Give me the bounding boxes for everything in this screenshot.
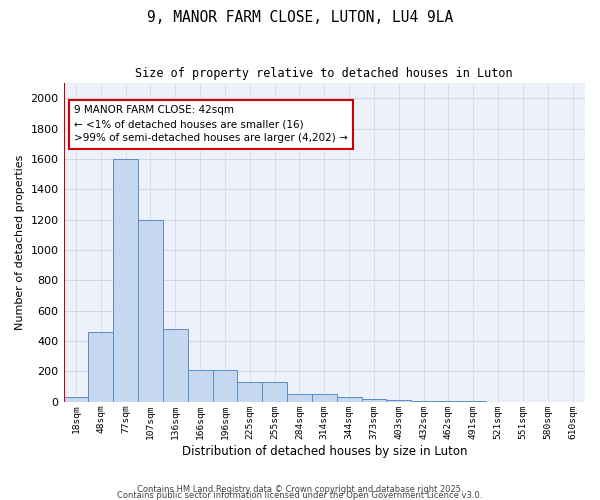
Bar [312,394,337,402]
Text: 9 MANOR FARM CLOSE: 42sqm
← <1% of detached houses are smaller (16)
>99% of semi: 9 MANOR FARM CLOSE: 42sqm ← <1% of detac… [74,106,348,144]
Bar [88,332,113,402]
Bar [238,382,262,402]
Text: Contains HM Land Registry data © Crown copyright and database right 2025.: Contains HM Land Registry data © Crown c… [137,486,463,494]
Bar [64,397,88,402]
Text: Contains public sector information licensed under the Open Government Licence v3: Contains public sector information licen… [118,492,482,500]
Bar [212,370,238,402]
Bar [262,382,287,402]
Bar [113,159,138,402]
Text: 9, MANOR FARM CLOSE, LUTON, LU4 9LA: 9, MANOR FARM CLOSE, LUTON, LU4 9LA [147,10,453,25]
Bar [287,394,312,402]
Bar [138,220,163,402]
Bar [386,400,411,402]
Y-axis label: Number of detached properties: Number of detached properties [15,154,25,330]
Bar [411,401,436,402]
Bar [188,370,212,402]
Bar [337,397,362,402]
Bar [163,329,188,402]
Bar [362,398,386,402]
Title: Size of property relative to detached houses in Luton: Size of property relative to detached ho… [136,68,513,80]
X-axis label: Distribution of detached houses by size in Luton: Distribution of detached houses by size … [182,444,467,458]
